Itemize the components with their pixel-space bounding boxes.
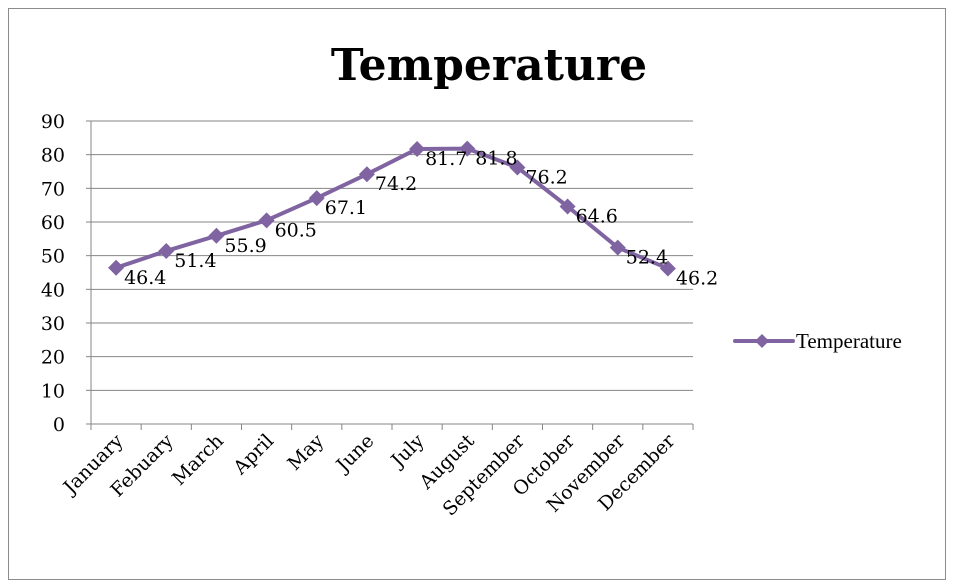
chart-title: Temperature [331, 40, 647, 91]
data-label: 76.2 [525, 166, 567, 188]
data-label: 81.7 [425, 148, 467, 170]
y-tick-label: 10 [41, 380, 65, 402]
legend-label: Temperature [796, 329, 902, 353]
legend: Temperature [733, 329, 902, 353]
y-tick-label: 20 [41, 347, 65, 369]
data-point [459, 140, 476, 157]
y-axis-ticks: 0 10 20 30 40 50 60 70 80 90 [41, 111, 91, 436]
x-tick-label: March [168, 430, 228, 490]
x-tick-label: May [283, 430, 328, 475]
data-point [409, 140, 426, 157]
chart-area [8, 8, 946, 580]
data-label: 51.4 [174, 250, 216, 272]
y-tick-label: 80 [41, 145, 65, 167]
data-label: 46.4 [124, 267, 166, 289]
axes [90, 121, 693, 425]
data-point [258, 212, 275, 229]
series-line [114, 146, 670, 271]
y-tick-label: 30 [41, 313, 65, 335]
data-label: 74.2 [375, 173, 417, 195]
y-tick-label: 50 [41, 246, 65, 268]
x-tick-label: June [331, 430, 379, 478]
x-tick-label: July [386, 430, 429, 473]
y-tick-label: 70 [41, 178, 65, 200]
series-temperature [108, 140, 676, 277]
data-label: 55.9 [224, 235, 266, 257]
legend-marker [755, 334, 769, 348]
y-tick-label: 60 [41, 212, 65, 234]
data-point [208, 227, 225, 244]
data-point [308, 190, 325, 207]
y-tick-label: 40 [41, 279, 65, 301]
data-label: 60.5 [275, 219, 317, 241]
data-label: 64.6 [576, 206, 618, 228]
data-point [358, 166, 375, 183]
x-tick-label: April [229, 430, 279, 480]
data-label: 81.8 [475, 148, 517, 170]
data-labels: 46.4 51.4 55.9 60.5 67.1 74.2 81.7 81.8 76.2 64.6… [124, 148, 718, 290]
data-label: 52.4 [626, 247, 668, 269]
data-point [559, 198, 576, 215]
data-label: 46.2 [676, 267, 718, 289]
data-point [108, 259, 125, 276]
data-point [609, 239, 626, 256]
y-tick-label: 90 [41, 111, 65, 133]
gridlines [91, 120, 693, 391]
y-tick-label: 0 [53, 414, 65, 436]
data-point [158, 242, 175, 259]
data-point [659, 260, 676, 277]
data-label: 67.1 [325, 197, 367, 219]
data-point [509, 159, 526, 176]
